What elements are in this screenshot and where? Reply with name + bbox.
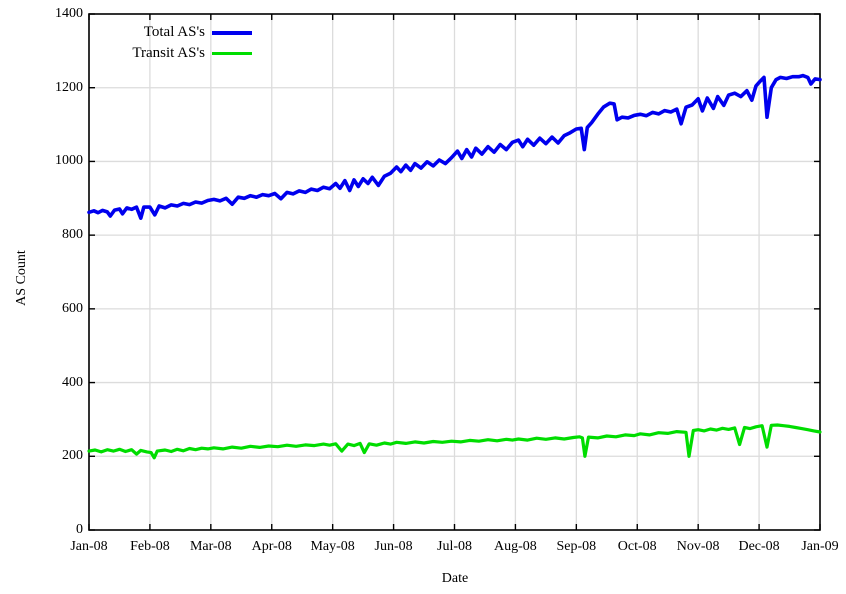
y-tick-label: 1400 [55, 6, 83, 21]
x-tick-label: May-08 [310, 539, 355, 554]
y-tick-label: 800 [62, 227, 83, 243]
series-line-total-as [87, 73, 822, 220]
x-tick-label: Oct-08 [617, 539, 657, 554]
plot-border [88, 13, 821, 531]
x-tick-label: Aug-08 [494, 539, 537, 554]
x-tick-label: Jan-09 [801, 539, 839, 554]
legend-line-sample [212, 30, 252, 35]
legend: Total AS's Transit AS's [90, 22, 252, 64]
y-tick-label: 600 [62, 300, 83, 316]
y-tick-label: 1000 [55, 153, 83, 169]
y-tick-label: 0 [76, 522, 83, 537]
x-tick-label: Mar-08 [189, 539, 232, 554]
legend-label: Transit AS's [132, 45, 205, 61]
x-tick-label: Nov-08 [676, 539, 720, 554]
x-tick-label: Apr-08 [251, 539, 292, 554]
y-axis-title: AS Count [14, 250, 29, 306]
x-tick-label: Jan-08 [70, 539, 108, 554]
legend-label: Total AS's [143, 24, 205, 40]
x-tick-label: Dec-08 [738, 539, 780, 554]
x-tick-label: Feb-08 [130, 539, 170, 554]
y-tick-label: 400 [62, 374, 83, 390]
legend-line-sample [212, 51, 252, 56]
x-axis-title: Date [441, 571, 469, 586]
series-line-transit-as [87, 423, 822, 460]
y-tick-label: 200 [62, 448, 83, 464]
x-tick-label: Sep-08 [556, 539, 597, 554]
legend-entry: Transit AS's [90, 43, 252, 64]
x-tick-label: Jul-08 [437, 539, 472, 554]
legend-entry: Total AS's [90, 22, 252, 43]
x-tick-label: Jun-08 [374, 539, 413, 554]
y-tick-label: 1200 [55, 79, 83, 95]
